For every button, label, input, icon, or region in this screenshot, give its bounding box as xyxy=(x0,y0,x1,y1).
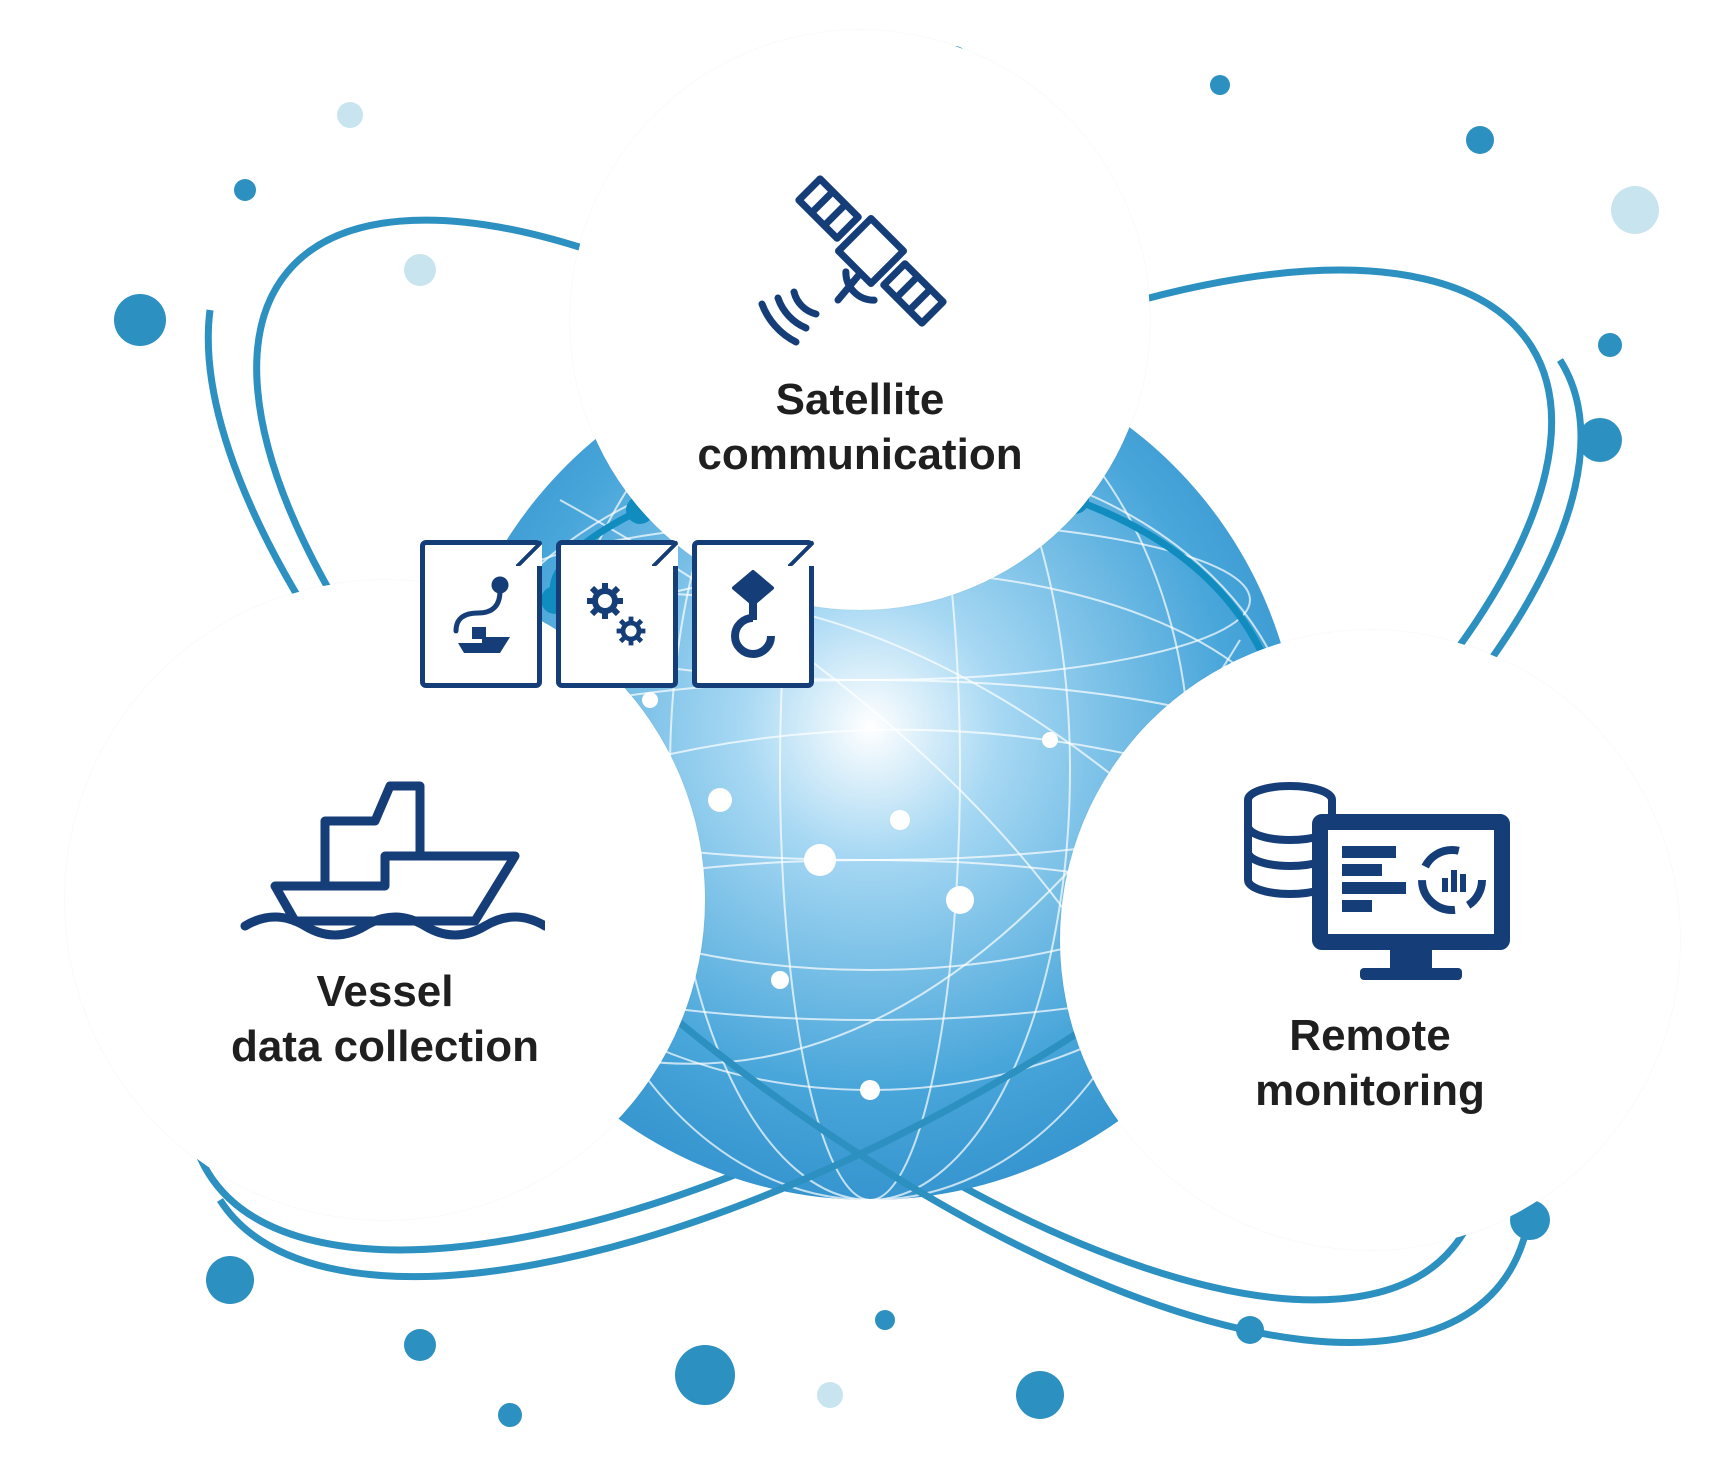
node-vessel-label: Vessel data collection xyxy=(231,964,539,1074)
node-remote-label: Remote monitoring xyxy=(1255,1008,1485,1118)
doc-hook xyxy=(692,540,814,688)
infographic-stage: Satellite communication Vessel data coll… xyxy=(0,0,1730,1460)
node-satellite: Satellite communication xyxy=(570,30,1150,610)
route-ship-icon xyxy=(442,569,520,659)
doc-gears xyxy=(556,540,678,688)
doc-route xyxy=(420,540,542,688)
hook-icon xyxy=(718,566,788,662)
satellite-icon xyxy=(730,158,990,358)
document-cluster xyxy=(420,540,814,688)
gears-icon xyxy=(577,569,657,659)
ship-icon xyxy=(225,726,545,946)
node-satellite-label: Satellite communication xyxy=(697,372,1022,482)
node-remote: Remote monitoring xyxy=(1060,630,1680,1250)
monitor-db-icon xyxy=(1220,762,1520,992)
